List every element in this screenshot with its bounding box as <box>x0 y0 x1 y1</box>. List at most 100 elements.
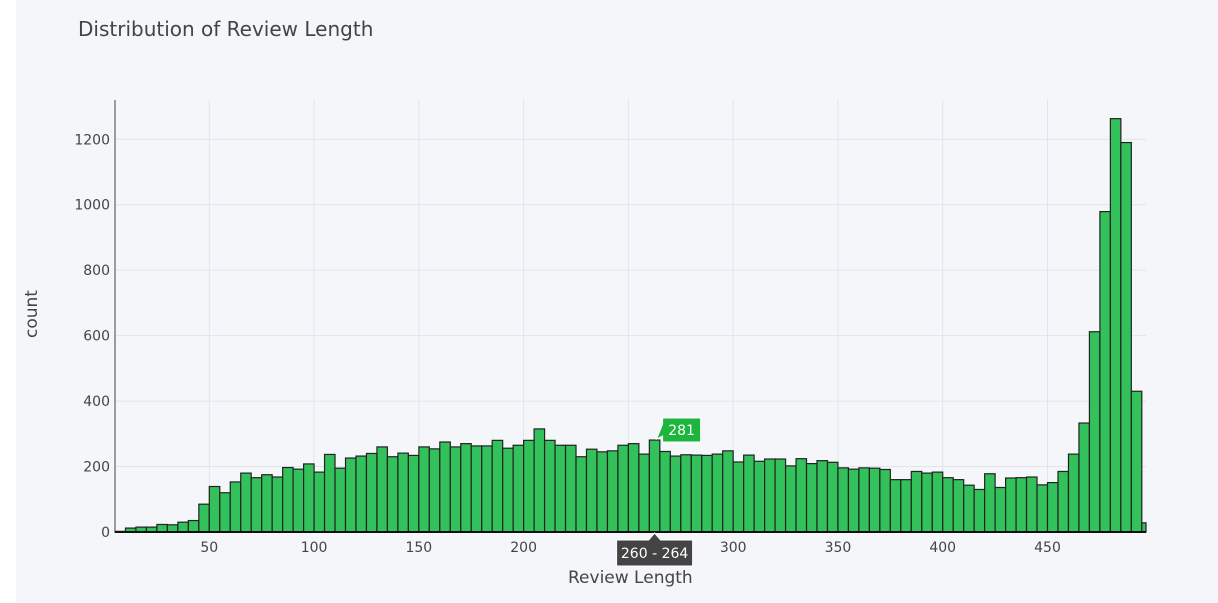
histogram-bar[interactable] <box>659 450 671 533</box>
histogram-bar[interactable] <box>219 492 231 533</box>
histogram-bar[interactable] <box>722 450 734 533</box>
histogram-bar[interactable] <box>460 443 472 533</box>
histogram-bar[interactable] <box>774 458 787 533</box>
histogram-bar[interactable] <box>1015 477 1028 533</box>
histogram-bar[interactable] <box>931 471 944 533</box>
histogram-bar[interactable] <box>753 460 766 533</box>
histogram-bar[interactable] <box>407 454 420 533</box>
histogram-bar[interactable] <box>764 458 776 533</box>
x-tick-label: 400 <box>929 540 956 556</box>
histogram-bar[interactable] <box>858 467 870 533</box>
histogram-bar[interactable] <box>428 448 441 533</box>
histogram-bar[interactable] <box>952 479 965 533</box>
histogram-bar[interactable] <box>323 453 336 533</box>
histogram-bar[interactable] <box>826 461 839 533</box>
histogram-bar[interactable] <box>1088 331 1101 533</box>
histogram-bar[interactable] <box>816 460 829 533</box>
histogram-bar[interactable] <box>847 468 860 533</box>
histogram-bar[interactable] <box>512 444 525 533</box>
histogram-bar[interactable] <box>795 458 808 533</box>
histogram-bar[interactable] <box>229 481 242 533</box>
histogram-bar[interactable] <box>250 477 263 533</box>
histogram-bar[interactable] <box>837 467 850 533</box>
histogram-bar[interactable] <box>711 453 724 533</box>
histogram-bar[interactable] <box>386 456 399 533</box>
histogram-bar[interactable] <box>1067 453 1080 533</box>
histogram-bar[interactable] <box>606 450 619 533</box>
histogram-bar[interactable] <box>271 476 284 533</box>
histogram-bar[interactable] <box>1078 422 1091 533</box>
histogram-bar[interactable] <box>418 446 430 533</box>
histogram-bar[interactable] <box>701 454 713 533</box>
histogram-bar[interactable] <box>575 456 588 533</box>
histogram-bar[interactable] <box>1046 481 1059 533</box>
y-tick-label: 800 <box>83 263 110 279</box>
histogram-bar[interactable] <box>187 519 200 533</box>
histogram-bar[interactable] <box>302 463 315 533</box>
histogram-bar[interactable] <box>879 468 891 533</box>
histogram-bar[interactable] <box>942 477 954 533</box>
histogram-bar[interactable] <box>523 439 535 533</box>
histogram-bar[interactable] <box>313 471 326 533</box>
histogram-bar[interactable] <box>344 457 357 533</box>
histogram-bar[interactable] <box>491 439 504 533</box>
histogram-bar[interactable] <box>177 521 189 533</box>
histogram-bar[interactable] <box>1141 522 1147 533</box>
histogram-bar[interactable] <box>648 439 661 533</box>
histogram-bar[interactable] <box>470 445 483 533</box>
histogram-bar[interactable] <box>900 479 912 533</box>
histogram-bar[interactable] <box>743 454 755 533</box>
histogram-bar[interactable] <box>921 472 933 533</box>
histogram-bar[interactable] <box>638 453 650 533</box>
histogram-bar[interactable] <box>156 523 168 533</box>
histogram-bar[interactable] <box>543 439 556 533</box>
histogram-bar[interactable] <box>1099 211 1111 533</box>
histogram-bar[interactable] <box>334 467 347 533</box>
histogram-bar[interactable] <box>973 488 986 533</box>
histogram-bar[interactable] <box>1004 477 1017 533</box>
histogram-bar[interactable] <box>669 455 682 533</box>
histogram-bar[interactable] <box>596 451 609 533</box>
histogram-bar[interactable] <box>805 463 818 533</box>
histogram-bar[interactable] <box>784 465 797 533</box>
histogram-bar[interactable] <box>397 452 409 533</box>
histogram-bar[interactable] <box>166 524 179 533</box>
histogram-bar[interactable] <box>910 470 923 533</box>
histogram-bar[interactable] <box>1036 484 1049 533</box>
histogram-bar[interactable] <box>690 454 703 533</box>
histogram-bar[interactable] <box>1120 141 1132 533</box>
histogram-bar[interactable] <box>585 448 598 533</box>
histogram-bar[interactable] <box>1130 390 1143 533</box>
histogram-bar[interactable] <box>868 467 881 533</box>
histogram-bar[interactable] <box>439 441 451 533</box>
histogram-bar[interactable] <box>355 455 368 533</box>
histogram-bar[interactable] <box>533 428 546 533</box>
histogram-bar[interactable] <box>994 486 1007 533</box>
hover-x-label-box <box>616 532 694 567</box>
x-tick-label: 150 <box>405 540 432 556</box>
histogram-bar[interactable] <box>292 468 305 533</box>
histogram-bar[interactable] <box>564 444 577 533</box>
histogram-bar[interactable] <box>963 484 975 533</box>
histogram-bar[interactable] <box>889 479 902 533</box>
histogram-bar[interactable] <box>481 445 493 533</box>
histogram-bar[interactable] <box>627 443 640 533</box>
histogram-bar[interactable] <box>732 461 745 533</box>
histogram-bar[interactable] <box>449 446 462 533</box>
histogram-bar[interactable] <box>376 446 389 533</box>
histogram-bar[interactable] <box>365 452 378 533</box>
histogram-bar[interactable] <box>1025 476 1038 533</box>
histogram-bar[interactable] <box>261 474 273 533</box>
histogram-bar[interactable] <box>502 447 514 533</box>
histogram-bar[interactable] <box>1109 118 1122 533</box>
histogram-bar[interactable] <box>554 444 567 533</box>
histogram-bar[interactable] <box>1057 470 1070 533</box>
histogram-bar[interactable] <box>984 473 996 533</box>
histogram-bar[interactable] <box>617 444 630 533</box>
histogram-bar[interactable] <box>680 454 692 533</box>
histogram-bar[interactable] <box>198 503 210 533</box>
histogram-bar[interactable] <box>240 472 252 533</box>
histogram-bar[interactable] <box>282 466 294 533</box>
histogram-bar[interactable] <box>208 485 221 533</box>
